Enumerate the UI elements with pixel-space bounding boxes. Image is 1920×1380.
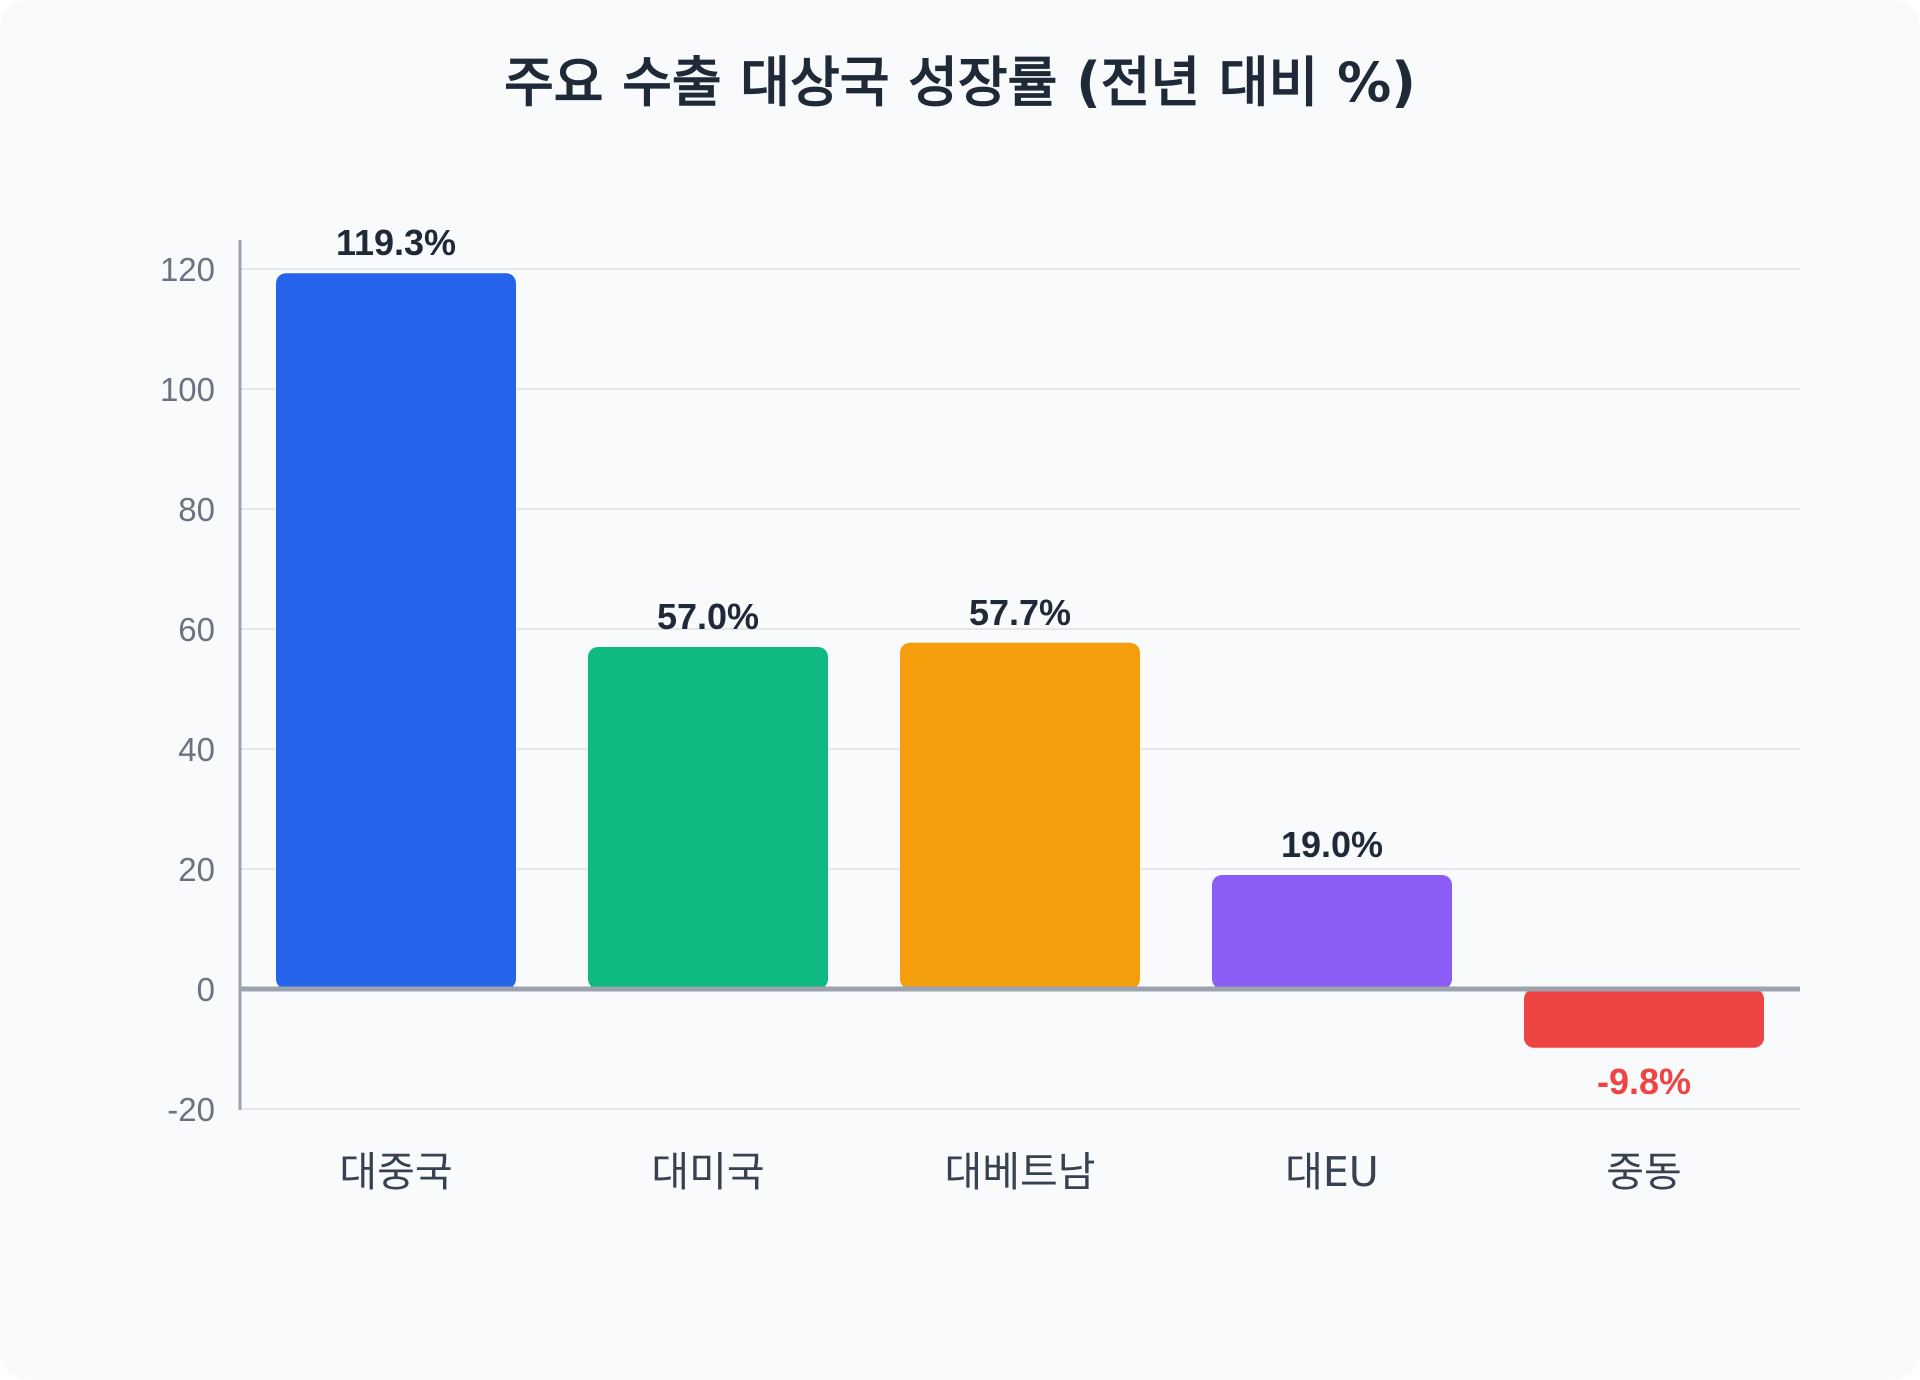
value-label-3: 57.7%	[969, 592, 1071, 633]
y-tick-label: 0	[197, 971, 215, 1008]
bar-4	[1212, 875, 1452, 989]
y-tick-label: 80	[178, 491, 215, 528]
category-label-4: 대EU	[1285, 1148, 1379, 1196]
value-label-4: 19.0%	[1281, 824, 1383, 865]
x-axis-categories: 대중국 대미국 대베트남 대EU 중동	[339, 1148, 1681, 1196]
y-tick-label: 40	[178, 731, 215, 768]
category-label-1: 대중국	[339, 1148, 452, 1196]
chart-title: 주요 수출 대상국 성장률 (전년 대비 %)	[504, 51, 1416, 114]
y-tick-label: 60	[178, 611, 215, 648]
bar-1	[276, 273, 516, 989]
value-labels: 119.3% 57.0% 57.7% 19.0% -9.8%	[336, 222, 1691, 1102]
bar-3	[900, 642, 1140, 989]
category-label-2: 대미국	[651, 1148, 764, 1196]
y-tick-label: 120	[160, 251, 215, 288]
bars	[276, 273, 1764, 1048]
value-label-1: 119.3%	[336, 222, 456, 263]
y-tick-label: 100	[160, 371, 215, 408]
y-axis-ticks: -20 0 20 40 60 80 100 120	[160, 251, 215, 1128]
category-label-5: 중동	[1606, 1148, 1681, 1196]
category-label-3: 대베트남	[945, 1148, 1096, 1196]
axes	[238, 240, 1800, 1110]
y-tick-label: -20	[167, 1091, 215, 1128]
value-label-5: -9.8%	[1597, 1061, 1691, 1102]
value-label-2: 57.0%	[657, 596, 759, 637]
y-tick-label: 20	[178, 851, 215, 888]
bar-2	[588, 647, 828, 989]
bar-5	[1524, 989, 1764, 1048]
